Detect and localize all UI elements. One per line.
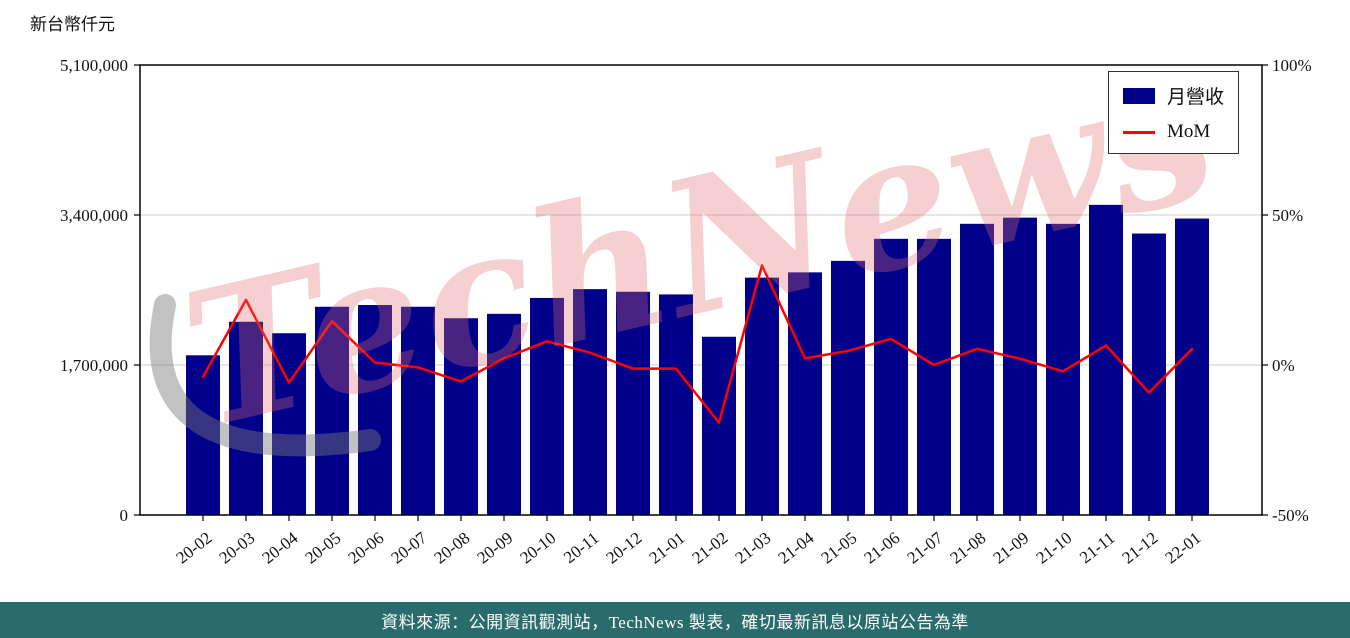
revenue-bar-20-08 (444, 318, 478, 515)
right-tick-label: 50% (1272, 206, 1303, 225)
revenue-bar-21-01 (659, 294, 693, 515)
revenue-bar-20-12 (616, 291, 650, 515)
revenue-bar-21-08 (960, 223, 994, 515)
x-tick-label: 20-07 (388, 528, 431, 568)
revenue-bar-21-04 (788, 272, 822, 515)
revenue-bar-20-10 (530, 297, 564, 515)
legend-label-mom: MoM (1167, 121, 1211, 142)
revenue-chart: 0 1,700,000 3,400,000 5,100,000 -50% 0% 50% 100… (60, 56, 1312, 568)
x-tick-label: 20-10 (517, 528, 560, 567)
left-axis-unit-label: 新台幣仟元 (30, 15, 115, 34)
x-tick-label: 20-11 (560, 528, 602, 567)
right-tick-label: 0% (1272, 356, 1295, 375)
revenue-bar-21-06 (874, 238, 908, 515)
revenue-bar-20-02 (186, 355, 220, 515)
x-tick-label: 20-03 (216, 528, 259, 567)
plot-border (139, 64, 1263, 516)
revenue-bar-20-06 (358, 305, 392, 515)
x-tick-label: 21-02 (689, 528, 732, 567)
x-tick-label: 20-12 (603, 528, 646, 567)
left-tick-label: 1,700,000 (60, 356, 128, 375)
x-tick-label: 20-04 (259, 528, 302, 568)
x-tick-label: 21-06 (861, 528, 904, 567)
left-tick-label: 0 (120, 506, 129, 525)
x-tick-label: 21-03 (732, 528, 775, 567)
revenue-bar-21-10 (1046, 223, 1080, 515)
x-tick-label: 21-09 (990, 528, 1033, 567)
x-tick-label: 21-10 (1033, 528, 1076, 567)
x-tick-label: 21-12 (1119, 528, 1162, 567)
revenue-bar-21-09 (1003, 217, 1037, 515)
x-tick-label: 22-01 (1162, 528, 1205, 567)
chart-legend: 月營收 MoM (1108, 71, 1240, 154)
x-tick-label: 20-02 (173, 528, 216, 567)
revenue-bar-21-07 (917, 238, 951, 515)
mom-line-swatch (1123, 130, 1155, 134)
legend-label-revenue: 月營收 (1167, 87, 1225, 108)
revenue-bar-21-12 (1132, 233, 1166, 515)
revenue-bar-22-01 (1175, 218, 1209, 515)
x-tick-label: 20-09 (474, 528, 517, 567)
x-tick-label: 21-01 (646, 528, 689, 567)
revenue-bar-20-11 (573, 289, 607, 515)
legend-item-mom: MoM (1123, 121, 1224, 143)
revenue-bar-20-07 (401, 306, 435, 515)
source-footer: 資料來源：公開資訊觀測站，TechNews 製表，確切最新訊息以原站公告為準 (0, 602, 1350, 638)
legend-item-revenue: 月營收 (1123, 82, 1224, 109)
x-tick-label: 20-05 (302, 528, 345, 567)
x-tick-label: 20-06 (345, 528, 388, 567)
left-tick-label: 3,400,000 (60, 206, 128, 225)
x-tick-label: 21-08 (947, 528, 990, 567)
x-tick-label: 21-04 (775, 528, 818, 568)
revenue-bar-20-09 (487, 313, 521, 515)
right-tick-label: 100% (1272, 56, 1312, 75)
mom-line (201, 264, 1194, 424)
revenue-bar-21-05 (831, 260, 865, 515)
revenue-bar-20-05 (315, 306, 349, 515)
revenue-bar-swatch (1123, 87, 1155, 104)
x-tick-label: 20-08 (431, 528, 474, 567)
revenue-bar-20-03 (229, 321, 263, 515)
x-tick-label: 21-07 (904, 528, 947, 568)
left-tick-label: 5,100,000 (60, 56, 128, 75)
x-tick-label: 21-11 (1076, 528, 1118, 567)
revenue-bar-21-03 (745, 277, 779, 515)
revenue-bar-21-11 (1089, 204, 1123, 515)
right-tick-label: -50% (1272, 506, 1309, 525)
x-tick-label: 21-05 (818, 528, 861, 567)
revenue-bar-21-02 (702, 336, 736, 515)
